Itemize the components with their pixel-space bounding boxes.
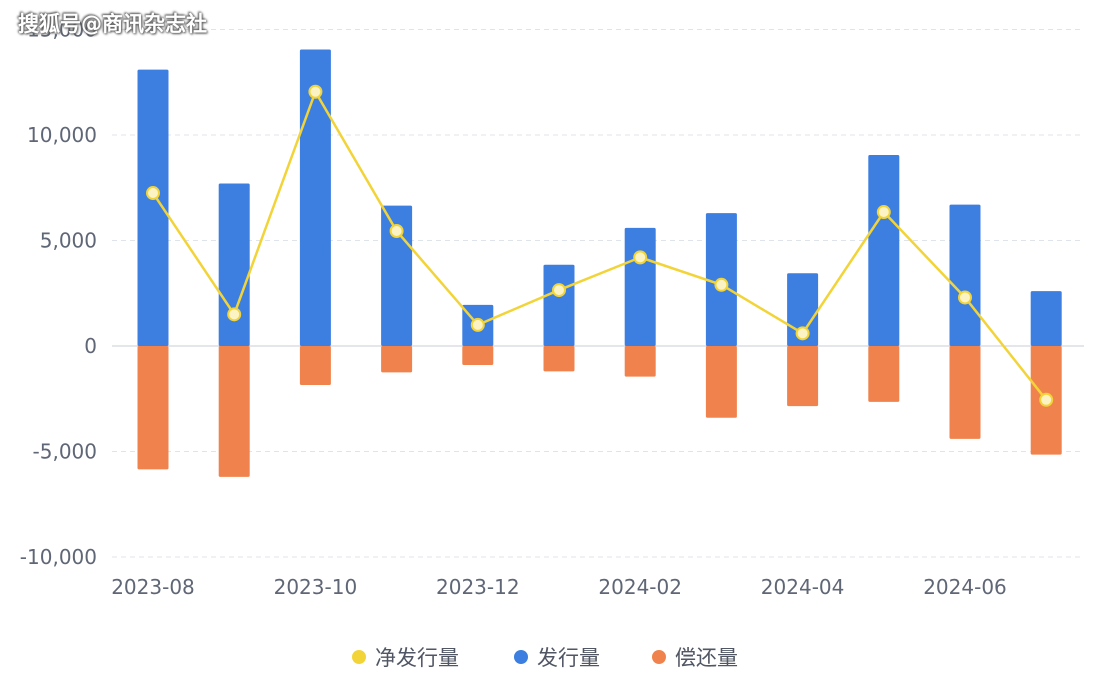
issuance-bar <box>949 204 981 346</box>
repayment-bar <box>624 346 656 377</box>
legend-marker <box>652 650 666 664</box>
net-issuance-point <box>470 317 485 332</box>
repayment-bar <box>543 346 575 372</box>
issuance-bar <box>624 227 656 346</box>
legend-label: 净发行量 <box>375 646 459 670</box>
net-issuance-point <box>389 224 404 239</box>
bars <box>137 49 1062 477</box>
issuance-bar <box>299 49 331 347</box>
net-issuance-point <box>876 205 891 220</box>
legend-label: 发行量 <box>537 646 600 670</box>
net-issuance-polyline <box>151 88 1048 401</box>
issuance-bar <box>1030 291 1062 346</box>
y-tick-label: 0 <box>84 334 97 358</box>
repayment-bar <box>949 346 981 439</box>
net-issuance-point <box>714 277 729 292</box>
y-tick-label: -10,000 <box>20 545 97 569</box>
grid-lines <box>112 29 1084 558</box>
y-axis-tick-labels: -10,000 -5,000 0 5,000 10,000 15,000 <box>20 18 97 570</box>
net-issuance-point <box>227 307 242 322</box>
legend-item: 偿还量 <box>652 646 738 670</box>
net-issuance-point <box>308 84 323 99</box>
repayment-bar <box>787 346 819 407</box>
net-issuance-point <box>552 283 566 298</box>
watermark-text: 搜狐号@商讯杂志社 <box>18 12 207 36</box>
y-tick-label: -5,000 <box>33 440 97 464</box>
x-tick-label: 2024-06 <box>923 575 1007 599</box>
issuance-bar <box>137 69 169 346</box>
net-issuance-line <box>146 84 1054 407</box>
repayment-bar <box>868 346 900 402</box>
y-tick-label: 15,000 <box>27 18 97 42</box>
legend-item: 发行量 <box>514 646 600 670</box>
issuance-bar <box>868 155 900 346</box>
repayment-bar <box>137 346 169 470</box>
legend-item: 净发行量 <box>352 646 459 670</box>
repayment-bar <box>705 346 737 418</box>
x-tick-label: 2023-12 <box>436 575 520 599</box>
x-tick-label: 2024-02 <box>598 575 682 599</box>
repayment-bar <box>218 346 250 477</box>
legend: 净发行量 发行量 偿还量 <box>352 646 738 670</box>
net-issuance-point <box>1039 392 1054 407</box>
issuance-bar <box>218 183 250 346</box>
net-issuance-point <box>146 186 160 201</box>
y-tick-label: 5,000 <box>40 229 97 253</box>
legend-marker <box>352 650 366 664</box>
repayment-bar <box>462 346 494 365</box>
repayment-bar <box>299 346 331 386</box>
net-issuance-point <box>795 326 810 341</box>
x-tick-label: 2023-10 <box>274 575 358 599</box>
legend-marker <box>514 650 528 664</box>
issuance-bar <box>543 264 575 346</box>
x-tick-label: 2024-04 <box>761 575 845 599</box>
repayment-bar <box>381 346 413 373</box>
net-issuance-point <box>958 290 972 305</box>
x-tick-label: 2023-08 <box>111 575 195 599</box>
legend-label: 偿还量 <box>675 646 738 670</box>
x-axis-tick-labels: 2023-08 2023-10 2023-12 2024-02 2024-04 2024-… <box>111 575 1007 599</box>
net-issuance-point <box>633 250 648 265</box>
y-tick-label: 10,000 <box>27 123 97 147</box>
